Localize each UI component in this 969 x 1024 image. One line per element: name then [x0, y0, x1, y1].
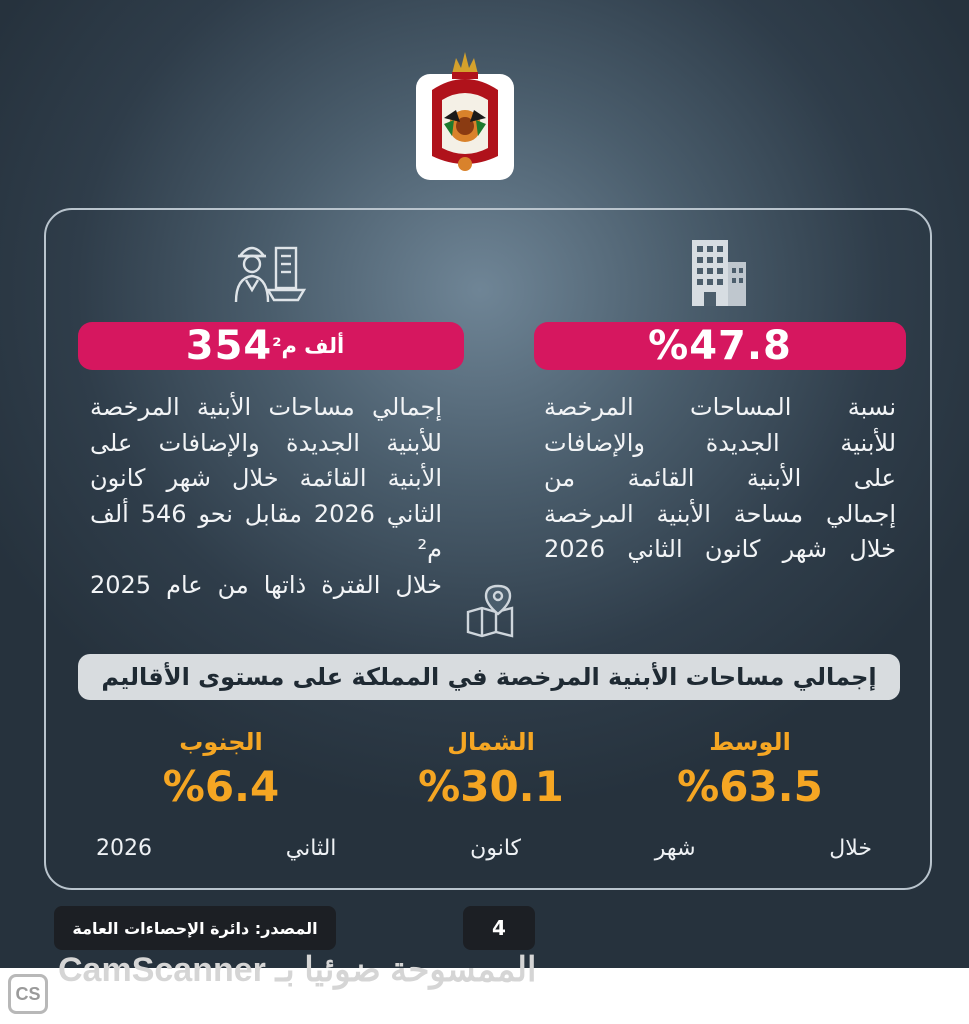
camscanner-logo: CS — [8, 974, 48, 1014]
infographic-poster: %47.8 354 ألف م² نسبة المساحات المرخصة ل… — [0, 0, 969, 968]
source-label: المصدر: دائرة الإحصاءات العامة — [54, 906, 336, 950]
region-name-south: الجنوب — [179, 728, 263, 756]
regions-title: إجمالي مساحات الأبنية المرخصة في المملكة… — [78, 654, 900, 700]
engineer-building-icon — [234, 246, 307, 303]
stat-percent-description: نسبة المساحات المرخصة للأبنية الجديدة وا… — [544, 390, 896, 568]
period-caption: خلال شهر كانون الثاني 2026 — [96, 836, 872, 861]
stat-percent-value: %47.8 — [648, 323, 792, 369]
content-panel — [44, 208, 932, 890]
scanner-watermark-text: CamScanner الممسوحة ضوئيا بـ — [58, 951, 537, 989]
stat-area-description: إجمالي مساحات الأبنية المرخصة للأبنية ال… — [90, 390, 442, 603]
map-pin-icon — [466, 584, 514, 638]
stat-area-pill: 354 ألف م² — [78, 322, 464, 370]
description-line: للأبنية الجديدة والإضافات — [544, 428, 896, 457]
description-line: الأبنية القائمة خلال شهر كانون — [90, 464, 442, 492]
description-line: للأبنية الجديدة والإضافات على — [90, 428, 442, 457]
stat-percent-pill: %47.8 — [534, 322, 906, 370]
region-value-center: %63.5 — [677, 762, 823, 811]
page-number: 4 — [463, 906, 535, 950]
office-building-icon — [692, 240, 746, 306]
description-line: إجمالي مساحات الأبنية المرخصة — [90, 393, 442, 421]
description-line: على الأبنية القائمة من — [544, 464, 896, 492]
region-name-center: الوسط — [709, 728, 791, 756]
stat-area-value: 354 — [185, 323, 273, 369]
region-name-north: الشمال — [447, 728, 535, 756]
description-line: الثاني 2026 مقابل نحو 546 ألف م² — [90, 499, 442, 564]
stat-area-unit: ألف م² — [272, 334, 345, 358]
description-line: خلال شهر كانون الثاني 2026 — [544, 535, 896, 563]
region-value-north: %30.1 — [418, 762, 564, 811]
coat-of-arms-emblem — [416, 52, 514, 180]
description-line: خلال الفترة ذاتها من عام 2025 — [90, 570, 442, 599]
description-line: إجمالي مساحة الأبنية المرخصة — [544, 499, 896, 528]
region-value-south: %6.4 — [162, 762, 280, 811]
description-line: نسبة المساحات المرخصة — [544, 393, 896, 421]
